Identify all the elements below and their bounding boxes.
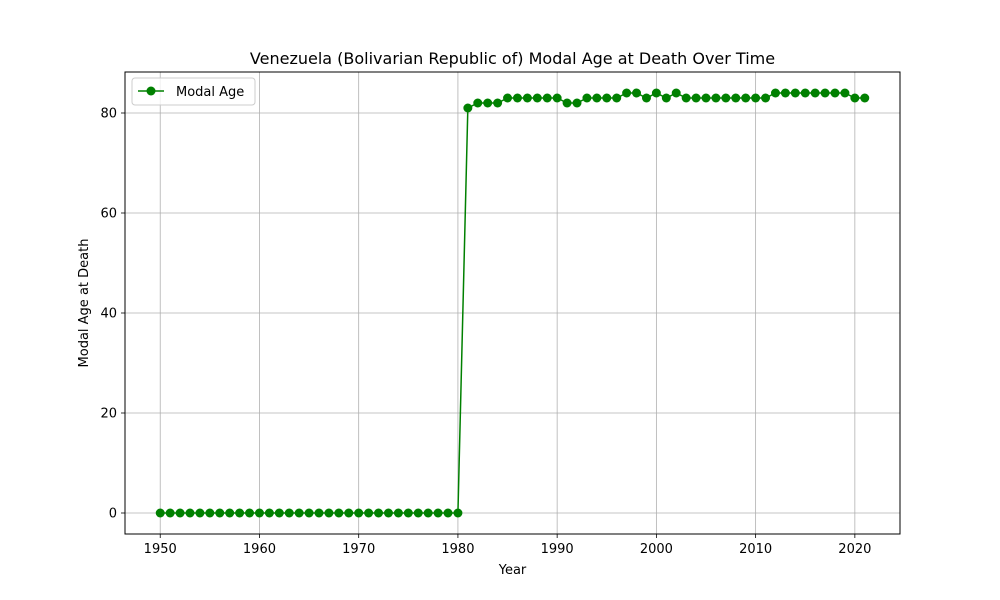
legend-box [131,77,256,106]
x-tick-label: 1980 [441,542,474,557]
y-tick-label: 60 [100,207,117,222]
data-point-1964 [294,508,304,518]
data-point-1987 [522,93,532,103]
data-point-1992 [572,98,582,108]
y-tick-label: 0 [109,507,117,522]
data-point-1957 [225,508,235,518]
data-point-2011 [761,93,771,103]
data-point-1980 [453,508,463,518]
y-tick-label: 40 [100,307,117,322]
legend-marker-swatch [146,86,156,96]
data-point-1995 [602,93,612,103]
data-point-2012 [770,88,780,98]
x-tick-label: 1960 [243,542,276,557]
data-point-1988 [532,93,542,103]
data-point-1963 [284,508,294,518]
data-point-1956 [215,508,225,518]
data-point-1976 [413,508,423,518]
data-point-1979 [443,508,453,518]
data-point-1965 [304,508,314,518]
y-tick-label: 20 [100,407,117,422]
data-point-1960 [254,508,264,518]
data-point-1993 [582,93,592,103]
data-point-2007 [721,93,731,103]
data-point-2016 [810,88,820,98]
data-point-2020 [850,93,860,103]
data-point-1968 [334,508,344,518]
x-tick-label: 2020 [838,542,871,557]
plot-frame [124,71,901,535]
data-point-1998 [632,88,642,98]
data-point-1952 [175,508,185,518]
x-tick-label: 2000 [640,542,673,557]
data-point-1971 [364,508,374,518]
data-point-2008 [731,93,741,103]
data-point-1953 [185,508,195,518]
x-axis-label: Year [498,563,527,578]
data-point-1966 [314,508,324,518]
data-point-1983 [483,98,493,108]
data-point-1961 [264,508,274,518]
data-point-1954 [195,508,205,518]
data-point-1989 [542,93,552,103]
data-point-1970 [354,508,364,518]
data-point-1997 [622,88,632,98]
data-point-2019 [840,88,850,98]
chart-title: Venezuela (Bolivarian Republic of) Modal… [250,49,775,68]
legend: Modal Age [131,77,256,106]
y-tick-label: 80 [100,107,117,122]
data-point-1986 [512,93,522,103]
data-point-1955 [205,508,215,518]
legend-label-modal-age: Modal Age [176,85,244,100]
data-point-2006 [711,93,721,103]
data-point-2001 [661,93,671,103]
ticks: 1950 1960 1970 1980 1990 2000 2010 2020 0 20 40 60 8… [100,107,871,558]
data-point-1981 [463,103,473,113]
data-point-2018 [830,88,840,98]
data-point-1973 [383,508,393,518]
data-point-1972 [374,508,384,518]
series-line-modal-age [160,92,865,514]
data-point-2014 [790,88,800,98]
data-point-1974 [393,508,403,518]
data-point-1958 [235,508,245,518]
data-point-2009 [741,93,751,103]
data-point-1982 [473,98,483,108]
data-point-1994 [592,93,602,103]
data-point-2005 [701,93,711,103]
x-tick-label: 1970 [342,542,375,557]
data-point-1967 [324,508,334,518]
data-point-1984 [493,98,503,108]
data-point-2010 [751,93,761,103]
data-point-1978 [433,508,443,518]
y-axis-label: Modal Age at Death [77,239,92,368]
data-point-2021 [860,93,870,103]
data-point-2002 [671,88,681,98]
data-point-2004 [691,93,701,103]
data-point-1962 [274,508,284,518]
data-point-1996 [612,93,622,103]
x-tick-label: 1990 [541,542,574,557]
x-tick-label: 1950 [144,542,177,557]
data-point-2013 [780,88,790,98]
data-point-1950 [155,508,165,518]
data-point-1959 [245,508,255,518]
data-point-2017 [820,88,830,98]
x-tick-label: 2010 [739,542,772,557]
data-point-1985 [503,93,513,103]
data-point-2000 [651,88,661,98]
grid [125,72,900,534]
data-point-1990 [552,93,562,103]
data-point-1977 [423,508,433,518]
data-point-2015 [800,88,810,98]
data-point-1951 [165,508,175,518]
data-point-1975 [403,508,413,518]
data-point-1999 [641,93,651,103]
data-point-1969 [344,508,354,518]
data-point-1991 [562,98,572,108]
series-layer [155,88,870,518]
data-point-2003 [681,93,691,103]
